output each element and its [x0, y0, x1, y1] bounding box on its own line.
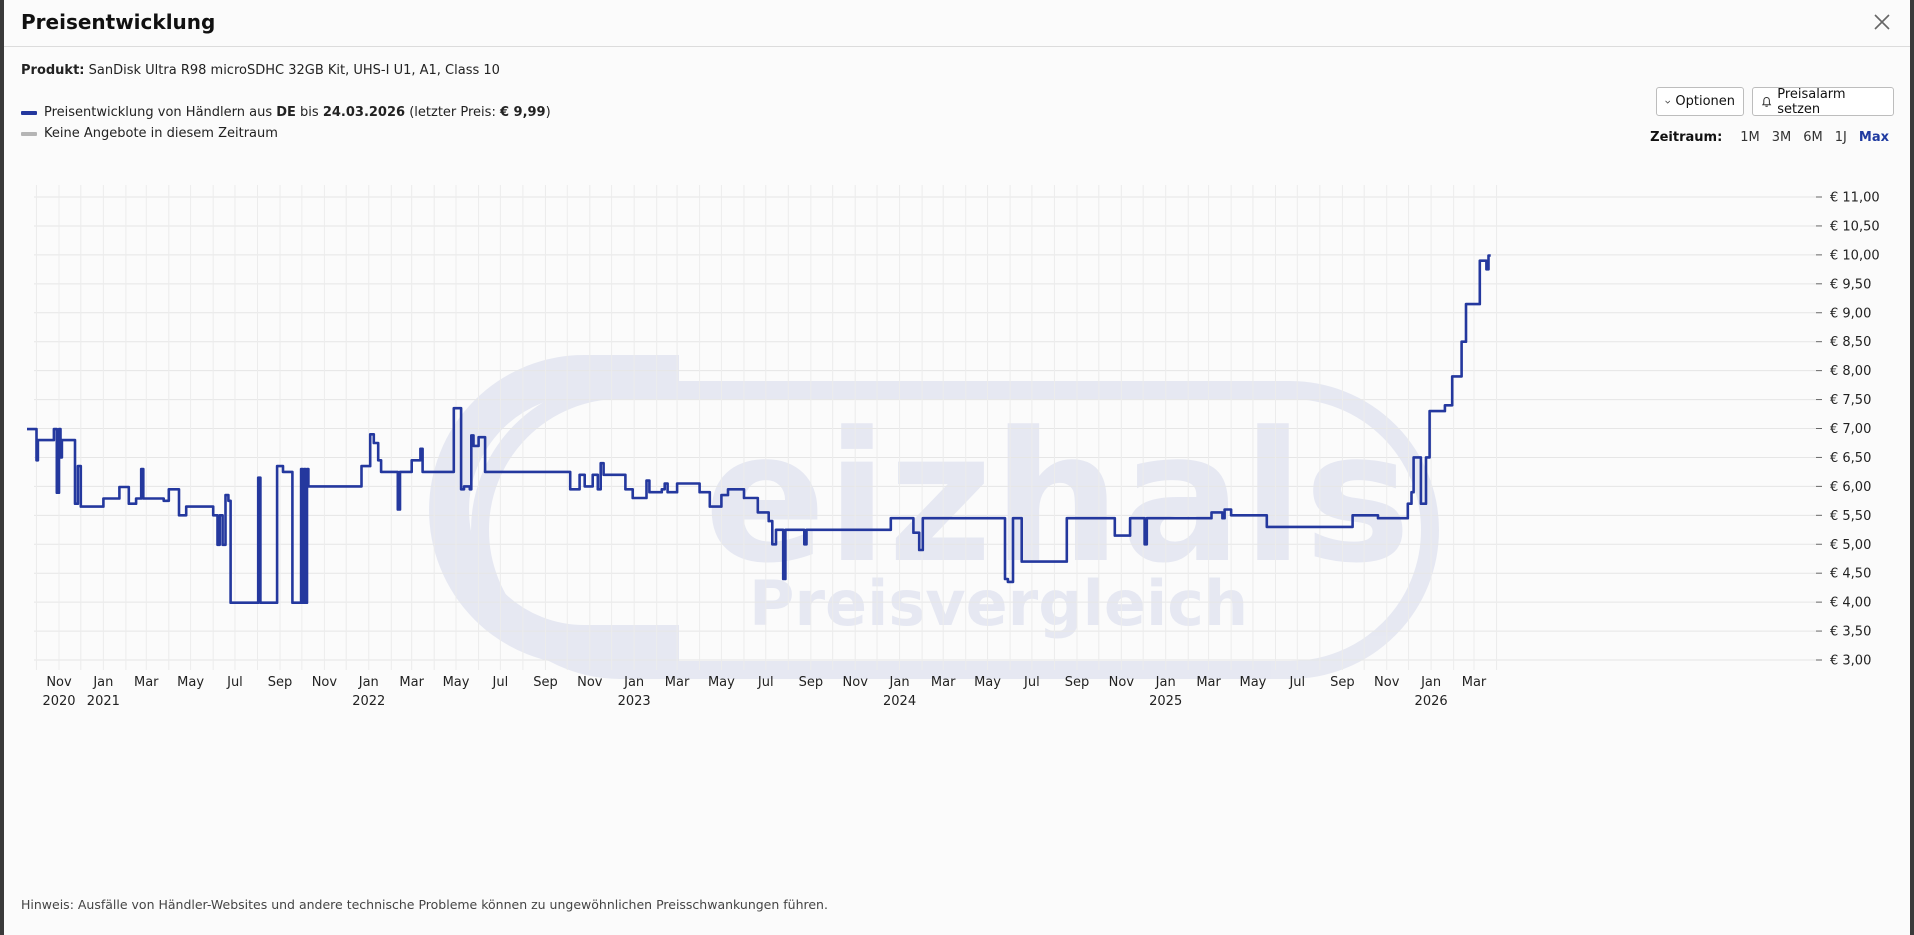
y-tick-label: € 9,00 — [1830, 306, 1871, 321]
x-tick-year-label: 2024 — [883, 694, 916, 709]
legend-date: 24.03.2026 — [322, 105, 406, 120]
y-tick-label: € 10,50 — [1830, 219, 1880, 234]
x-tick-label: Nov — [577, 675, 603, 690]
x-tick-label: May — [1240, 675, 1267, 690]
y-tick-label: € 5,50 — [1830, 509, 1871, 524]
y-tick-label: € 5,00 — [1830, 538, 1871, 553]
x-tick-label: Mar — [1196, 675, 1221, 690]
legend-prefix: Preisentwicklung von Händlern aus — [44, 105, 277, 120]
x-tick-year-label: 2025 — [1149, 694, 1182, 709]
legend-suffix-b: ) — [545, 105, 551, 120]
x-tick-label: Jan — [92, 675, 113, 690]
timeframe-1m[interactable]: 1M — [1740, 130, 1760, 145]
legend-item-price: Preisentwicklung von Händlern aus DE bis… — [21, 102, 551, 123]
y-tick-label: € 9,50 — [1830, 277, 1871, 292]
x-tick-label: Jul — [1288, 675, 1305, 690]
legend-suffix-a: (letzter Preis: — [405, 105, 500, 120]
x-tick-year-label: 2023 — [618, 694, 651, 709]
x-tick-label: Nov — [843, 675, 869, 690]
x-tick-label: Mar — [665, 675, 690, 690]
chart-legend: Preisentwicklung von Händlern aus DE bis… — [21, 102, 551, 144]
x-tick-label: Jan — [889, 675, 910, 690]
product-name: SanDisk Ultra R98 microSDHC 32GB Kit, UH… — [88, 63, 500, 78]
y-tick-label: € 3,00 — [1830, 654, 1871, 669]
watermark-sub: Preisvergleich — [749, 567, 1248, 640]
x-tick-label: Mar — [134, 675, 159, 690]
legend-text-price: Preisentwicklung von Händlern aus DE bis… — [44, 105, 551, 120]
x-tick-label: Jan — [358, 675, 379, 690]
options-label: Optionen — [1675, 94, 1735, 109]
x-tick-year-label: 2021 — [87, 694, 120, 709]
chevron-down-icon — [1665, 100, 1671, 104]
price-history-dialog: Preisentwicklung Produkt: SanDisk Ultra … — [4, 0, 1910, 935]
x-tick-year-label: 2026 — [1415, 694, 1448, 709]
timeframe-label: Zeitraum: — [1650, 130, 1723, 145]
x-tick-label: May — [708, 675, 735, 690]
x-tick-year-label: 2022 — [352, 694, 385, 709]
x-tick-label: Jan — [1420, 675, 1441, 690]
timeframe-selector: Zeitraum: 1M 3M 6M 1J Max — [1650, 130, 1889, 145]
hint-text: Hinweis: Ausfälle von Händler-Websites u… — [21, 897, 828, 912]
y-tick-label: € 4,00 — [1830, 596, 1871, 611]
y-tick-label: € 6,00 — [1830, 480, 1871, 495]
product-label: Produkt: — [21, 63, 85, 78]
y-tick-label: € 8,00 — [1830, 364, 1871, 379]
price-chart: eizhals Preisvergleich € 3,00 € 3,50 € 4,0… — [27, 185, 1880, 709]
legend-swatch-none — [21, 131, 37, 136]
x-tick-label: Sep — [1065, 675, 1090, 690]
x-tick-label: Sep — [268, 675, 293, 690]
dialog-title: Preisentwicklung — [21, 10, 216, 34]
timeframe-max[interactable]: Max — [1858, 130, 1889, 145]
x-tick-label: Jul — [492, 675, 509, 690]
bell-icon — [1761, 96, 1772, 107]
y-tick-label: € 8,50 — [1830, 335, 1871, 350]
x-tick-label: Jul — [226, 675, 243, 690]
y-axis: € 3,00 € 3,50 € 4,00 € 4,50 € 5,00 € 5,50 € 6,… — [1816, 191, 1880, 669]
y-tick-label: € 3,50 — [1830, 625, 1871, 640]
timeframe-1j[interactable]: 1J — [1834, 130, 1847, 145]
x-axis: Nov 2020 Jan 2021 Mar May Jul Sep Nov Jan 2022 Mar M… — [42, 675, 1486, 709]
legend-swatch-price — [21, 110, 37, 115]
legend-mid: bis — [295, 105, 323, 120]
x-tick-label: Jul — [1023, 675, 1040, 690]
y-tick-label: € 4,50 — [1830, 567, 1871, 582]
y-tick-label: € 7,00 — [1830, 422, 1871, 437]
x-tick-label: Nov — [312, 675, 338, 690]
options-button[interactable]: Optionen — [1656, 87, 1744, 116]
y-tick-label: € 10,00 — [1830, 248, 1880, 263]
close-icon[interactable] — [1870, 10, 1894, 34]
x-tick-label: Jan — [1155, 675, 1176, 690]
x-tick-label: Nov — [1374, 675, 1400, 690]
x-tick-label: Mar — [399, 675, 424, 690]
x-tick-label: Mar — [1462, 675, 1487, 690]
x-tick-label: Sep — [799, 675, 824, 690]
x-tick-label: Jul — [757, 675, 774, 690]
y-tick-label: € 6,50 — [1830, 451, 1871, 466]
chart-grid — [34, 185, 1816, 670]
x-tick-label: May — [177, 675, 204, 690]
x-tick-label: May — [974, 675, 1001, 690]
legend-last-price: € 9,99 — [499, 105, 546, 120]
timeframe-3m[interactable]: 3M — [1771, 130, 1792, 145]
price-series-line — [27, 254, 1491, 604]
product-line: Produkt: SanDisk Ultra R98 microSDHC 32G… — [21, 63, 500, 78]
x-tick-label: Sep — [533, 675, 558, 690]
x-tick-label: Sep — [1330, 675, 1355, 690]
dialog-header: Preisentwicklung — [4, 0, 1910, 47]
x-tick-label: Mar — [931, 675, 956, 690]
price-alarm-button[interactable]: Preisalarm setzen — [1752, 86, 1894, 117]
y-tick-label: € 11,00 — [1830, 191, 1880, 206]
geizhals-watermark: eizhals Preisvergleich — [429, 355, 1439, 679]
timeframe-6m[interactable]: 6M — [1803, 130, 1823, 145]
x-tick-label: Jan — [623, 675, 644, 690]
y-tick-label: € 7,50 — [1830, 393, 1871, 408]
x-tick-year-label: 2020 — [42, 694, 75, 709]
x-tick-label: May — [443, 675, 470, 690]
x-tick-label: Nov — [1109, 675, 1135, 690]
price-alarm-label: Preisalarm setzen — [1777, 86, 1846, 117]
legend-text-no-offers: Keine Angebote in diesem Zeitraum — [44, 126, 278, 141]
legend-country: DE — [276, 105, 296, 120]
x-tick-label: Nov — [46, 675, 72, 690]
legend-item-no-offers: Keine Angebote in diesem Zeitraum — [21, 123, 551, 144]
